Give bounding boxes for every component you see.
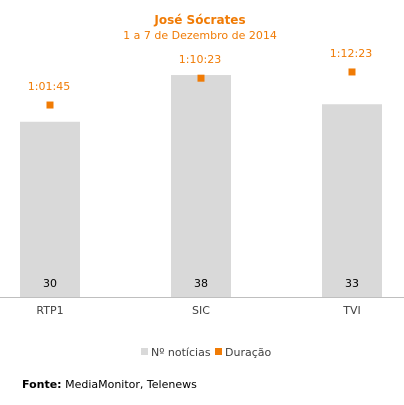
chart-subtitle: 1 a 7 de Dezembro de 2014: [123, 29, 277, 42]
chart-canvas: José Sócrates 1 a 7 de Dezembro de 2014 …: [0, 13, 404, 359]
legend-label-news: Nº notícias: [151, 346, 211, 359]
x-tick-label-rtp1: RTP1: [36, 304, 63, 317]
legend-label-duration: Duração: [225, 346, 271, 359]
chart-title: José Sócrates: [153, 13, 245, 27]
labels-group: 30 1:01:45 RTP1 38 1:10:23 SIC 33 1:12:23 TVI: [28, 47, 372, 317]
source-note: Fonte: MediaMonitor, Telenews: [22, 378, 197, 391]
duration-label-tvi: 1:12:23: [330, 47, 372, 60]
x-tick-label-sic: SIC: [192, 304, 210, 317]
legend-swatch-news: [141, 348, 148, 355]
bar-sic: [171, 75, 231, 297]
legend-swatch-duration: [215, 348, 222, 355]
duration-marker-sic: [197, 74, 205, 82]
source-text: MediaMonitor, Telenews: [65, 378, 197, 391]
markers-group: [46, 68, 356, 109]
bar-tvi: [322, 104, 382, 297]
duration-marker-tvi: [348, 68, 356, 76]
bar-rtp1: [20, 121, 80, 297]
bars-group: [20, 75, 382, 297]
count-label-rtp1: 30: [43, 277, 57, 290]
x-tick-label-tvi: TVI: [342, 304, 361, 317]
count-label-sic: 38: [194, 277, 208, 290]
duration-marker-rtp1: [46, 101, 54, 109]
source-label: Fonte:: [22, 378, 62, 391]
duration-label-sic: 1:10:23: [179, 53, 221, 66]
count-label-tvi: 33: [345, 277, 359, 290]
legend: Nº notícias Duração: [141, 346, 271, 359]
duration-label-rtp1: 1:01:45: [28, 80, 70, 93]
